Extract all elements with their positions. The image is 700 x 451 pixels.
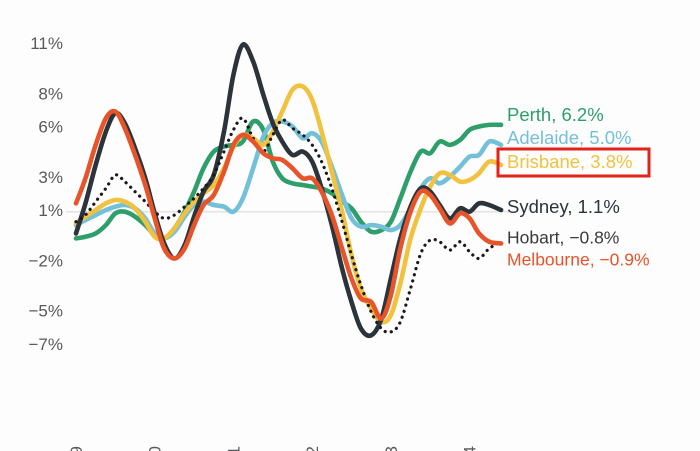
x-axis-tick-label: Jul 24 [461, 446, 480, 451]
series-line-melbourne [73, 108, 504, 321]
y-axis-tick-label: 6% [38, 118, 63, 137]
x-axis-tick-labels: Jul 19 Jul 20 Jul 21 Jul 22 Jul 23 Jul 24 [67, 446, 480, 451]
y-axis-tick-label: −5% [29, 301, 64, 320]
x-axis-tick-label: Jul 21 [224, 446, 243, 451]
series-line-hobart [74, 116, 503, 334]
y-axis-tick-label: −2% [29, 251, 64, 270]
legend-highlight-box-brisbane [496, 147, 651, 178]
y-axis-tick-label: 1% [38, 201, 63, 220]
legend-item-brisbane[interactable]: Brisbane, 3.8% [507, 151, 632, 172]
x-axis-tick-label: Jul 19 [67, 446, 86, 451]
y-axis-tick-label: −7% [29, 335, 64, 354]
x-axis-tick-label: Jul 20 [146, 446, 165, 451]
y-axis-tick-label: 8% [38, 84, 63, 103]
x-axis-tick-label: Jul 22 [303, 446, 322, 451]
y-axis-tick-label: 11% [30, 34, 63, 53]
legend-item-adelaide[interactable]: Adelaide, 5.0% [507, 127, 631, 148]
series-lines-group [73, 42, 504, 339]
y-axis-tick-label: 3% [38, 168, 63, 187]
legend-item-perth[interactable]: Perth, 6.2% [507, 104, 604, 125]
legend-item-melbourne[interactable]: Melbourne, −0.9% [507, 250, 650, 270]
x-axis-tick-label: Jul 23 [382, 446, 401, 451]
legend-item-hobart[interactable]: Hobart, −0.8% [507, 228, 619, 248]
y-axis-tick-labels: 11% 8% 6% 3% 1% −2% −5% −7% [29, 34, 64, 354]
legend-item-sydney[interactable]: Sydney, 1.1% [507, 196, 620, 217]
series-line-sydney [73, 42, 504, 339]
legend: Perth, 6.2%Adelaide, 5.0% Brisbane, 3.8% S… [496, 104, 651, 270]
